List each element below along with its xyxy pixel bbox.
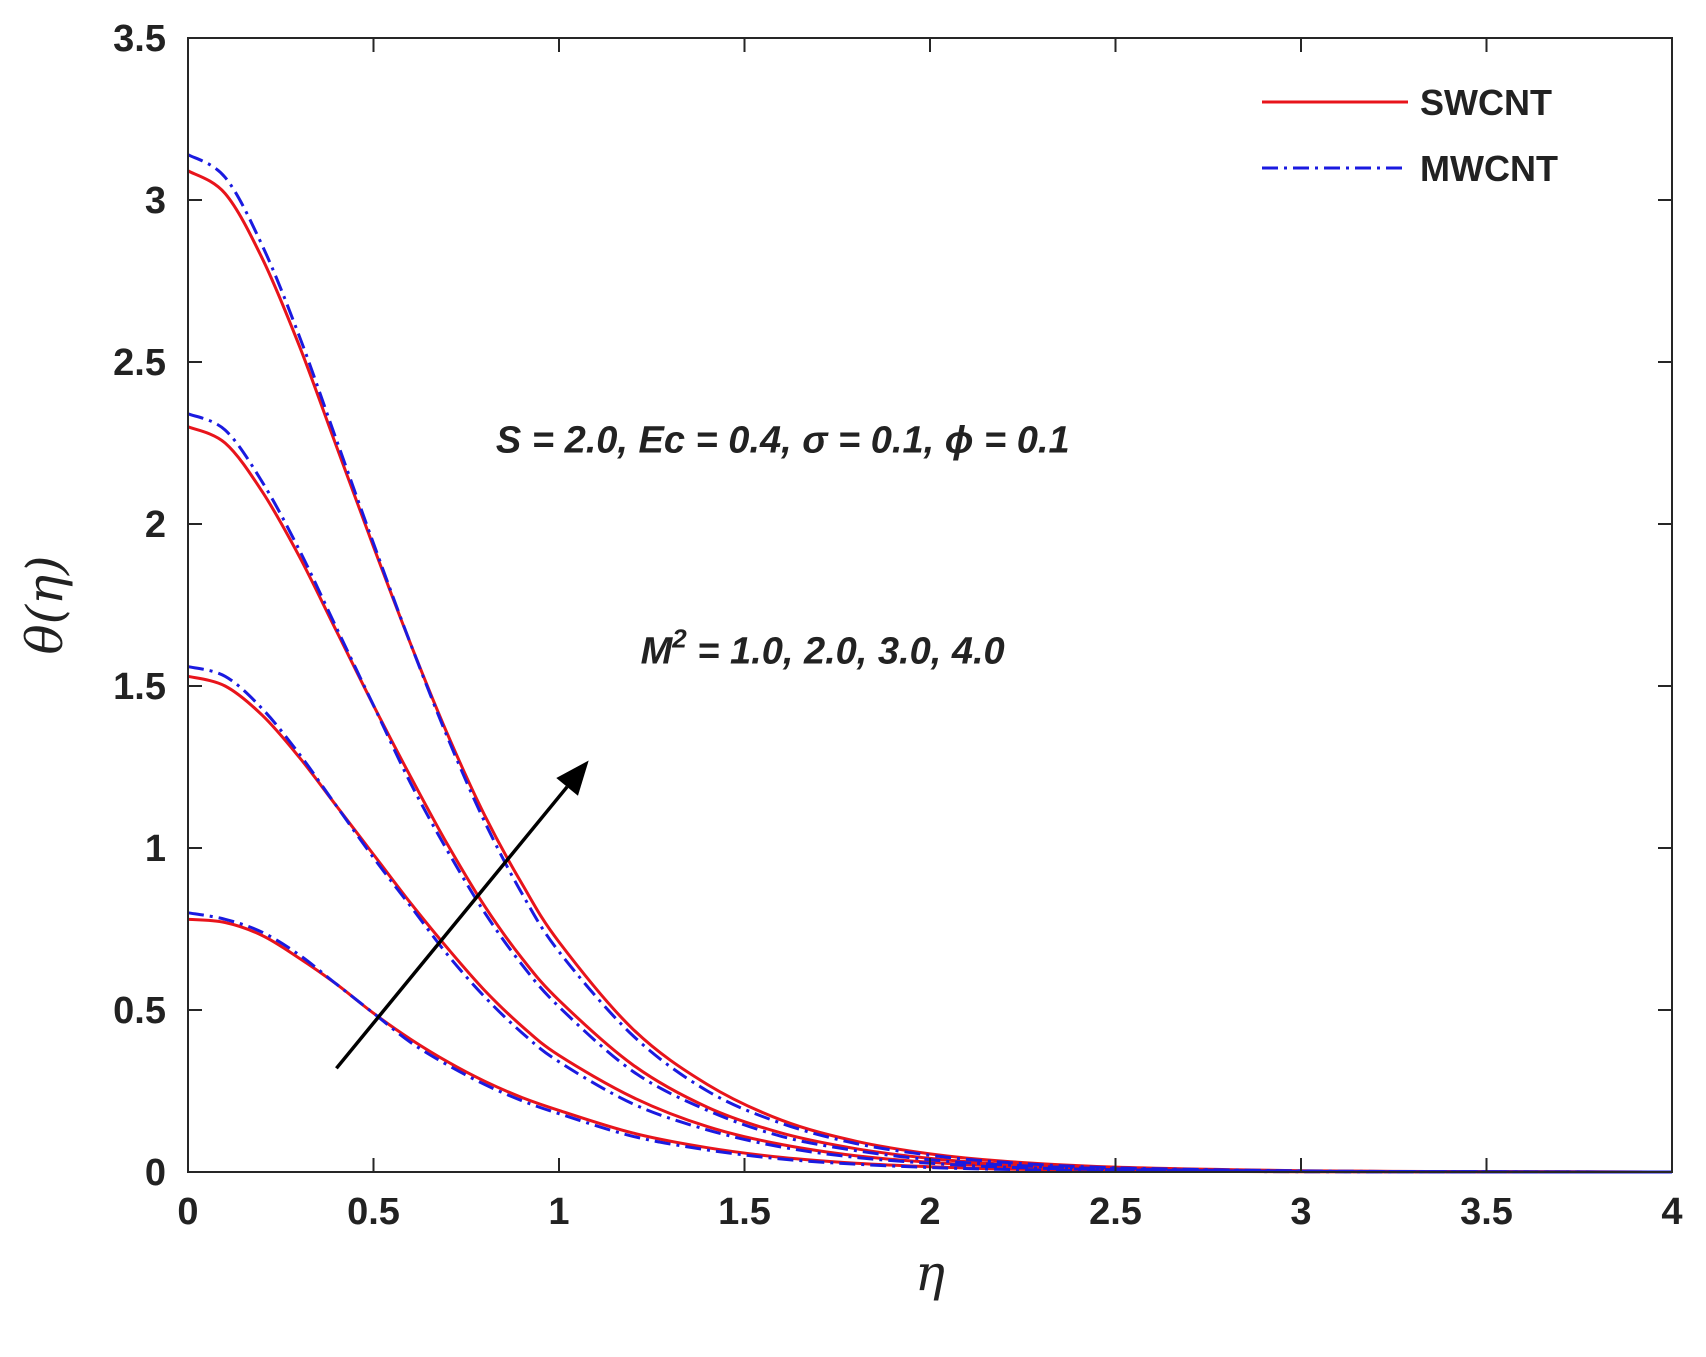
x-axis-label: η <box>915 1244 945 1302</box>
legend-label-mwcnt: MWCNT <box>1420 148 1558 189</box>
x-tick-label: 2.5 <box>1089 1191 1142 1233</box>
y-tick-label: 3.5 <box>113 18 166 60</box>
x-tick-label: 1 <box>548 1191 569 1233</box>
parameters-annotation: S = 2.0, Ec = 0.4, σ = 0.1, ϕ = 0.1 <box>496 420 1070 462</box>
y-tick-label: 0 <box>145 1152 166 1194</box>
m-annotation-prefix: M <box>641 630 674 672</box>
arrow-layer <box>335 760 589 1070</box>
y-tick-label: 2.5 <box>113 342 166 384</box>
arrow-head <box>556 760 589 796</box>
arrow-shaft <box>335 785 569 1070</box>
x-tick-label: 4 <box>1661 1191 1682 1233</box>
y-tick-label: 0.5 <box>113 990 166 1032</box>
x-tick-label: 3 <box>1290 1191 1311 1233</box>
y-axis-label: θ(η) <box>16 555 74 654</box>
x-tick-label: 0.5 <box>347 1191 400 1233</box>
m-annotation-suffix: = 1.0, 2.0, 3.0, 4.0 <box>687 630 1005 672</box>
ticks-layer: 0 0.5 1 1.5 2 2.5 3 3.5 4 0 0.5 1 1.5 2 2.5 3 3.5 <box>113 18 1682 1233</box>
y-tick-label: 1.5 <box>113 666 166 708</box>
m-squared-annotation: M2 = 1.0, 2.0, 3.0, 4.0 <box>641 623 1005 672</box>
y-tick-label: 1 <box>145 828 166 870</box>
m-annotation-superscript: 2 <box>671 623 687 653</box>
y-tick-label: 3 <box>145 180 166 222</box>
legend: SWCNT MWCNT <box>1262 82 1558 189</box>
x-tick-label: 1.5 <box>718 1191 771 1233</box>
x-tick-label: 3.5 <box>1460 1191 1513 1233</box>
y-tick-label: 2 <box>145 504 166 546</box>
x-tick-label: 2 <box>919 1191 940 1233</box>
x-tick-label: 0 <box>177 1191 198 1233</box>
mwcnt-curve-4 <box>187 153 1673 1174</box>
mwcnt-curve-2 <box>187 665 1673 1174</box>
legend-label-swcnt: SWCNT <box>1420 82 1552 123</box>
